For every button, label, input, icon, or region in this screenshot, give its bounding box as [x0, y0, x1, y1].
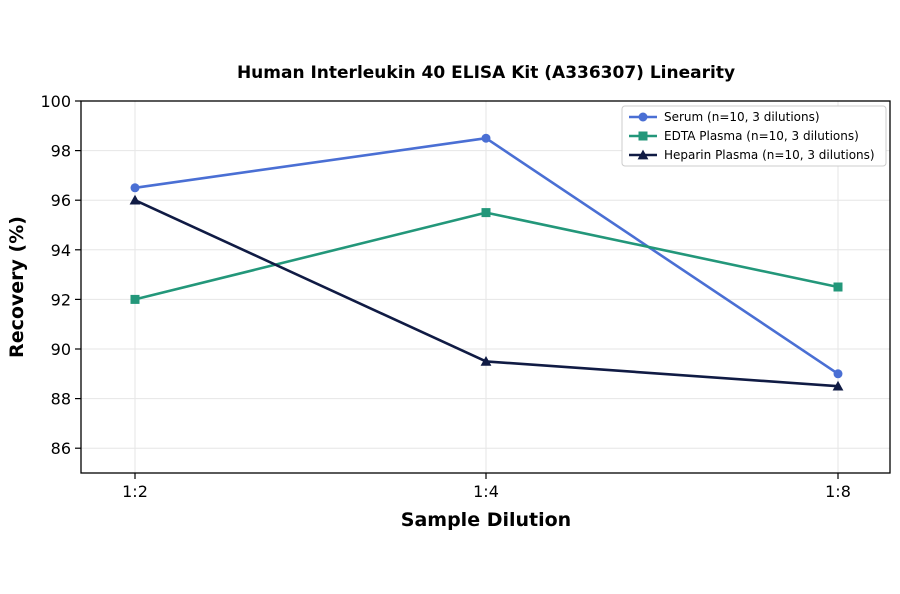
- legend-marker: [638, 112, 648, 122]
- y-tick-label: 100: [40, 92, 71, 111]
- legend-marker: [638, 131, 648, 141]
- legend-item-serum: Serum (n=10, 3 dilutions): [629, 110, 820, 124]
- y-tick-label: 92: [51, 290, 71, 309]
- legend-label: Serum (n=10, 3 dilutions): [664, 110, 820, 124]
- data-point-heparin-plasma: [129, 194, 141, 205]
- legend-item-edta-plasma: EDTA Plasma (n=10, 3 dilutions): [629, 129, 859, 143]
- data-point-edta-plasma: [481, 208, 491, 218]
- axis-ticks: 1:2 1:4 1:8 86 88 90 92 94 96 98 100: [40, 92, 850, 501]
- y-axis-title: Recovery (%): [6, 216, 28, 358]
- legend-box: [621, 105, 887, 167]
- y-tick-label: 90: [51, 340, 71, 359]
- legend: Serum (n=10, 3 dilutions) EDTA Plasma (n=…: [621, 105, 887, 167]
- y-tick-label: 86: [51, 439, 71, 458]
- data-point-serum: [481, 133, 491, 143]
- legend-marker: [637, 149, 649, 160]
- y-tick-label: 94: [51, 241, 71, 260]
- data-point-serum: [130, 183, 140, 193]
- legend-label: Heparin Plasma (n=10, 3 dilutions): [664, 148, 875, 162]
- series-serum: [130, 133, 843, 379]
- data-point-edta-plasma: [130, 294, 140, 304]
- data-point-serum: [833, 369, 843, 379]
- series-layer: [129, 133, 844, 391]
- x-tick-label: 1:8: [825, 482, 851, 501]
- x-tick-label: 1:2: [122, 482, 148, 501]
- y-tick-label: 96: [51, 191, 71, 210]
- data-point-heparin-plasma: [832, 380, 844, 391]
- x-axis-title: Sample Dilution: [401, 509, 571, 531]
- x-tick-label: 1:4: [473, 482, 499, 501]
- y-tick-label: 88: [51, 390, 71, 409]
- data-point-edta-plasma: [833, 282, 843, 292]
- chart-title: Human Interleukin 40 ELISA Kit (A336307)…: [237, 63, 735, 83]
- series-heparin-plasma: [129, 194, 844, 391]
- data-point-heparin-plasma: [480, 356, 492, 366]
- series-edta-plasma: [130, 208, 843, 304]
- legend-label: EDTA Plasma (n=10, 3 dilutions): [664, 129, 859, 143]
- y-tick-label: 98: [51, 142, 71, 161]
- legend-item-heparin-plasma: Heparin Plasma (n=10, 3 dilutions): [629, 148, 875, 162]
